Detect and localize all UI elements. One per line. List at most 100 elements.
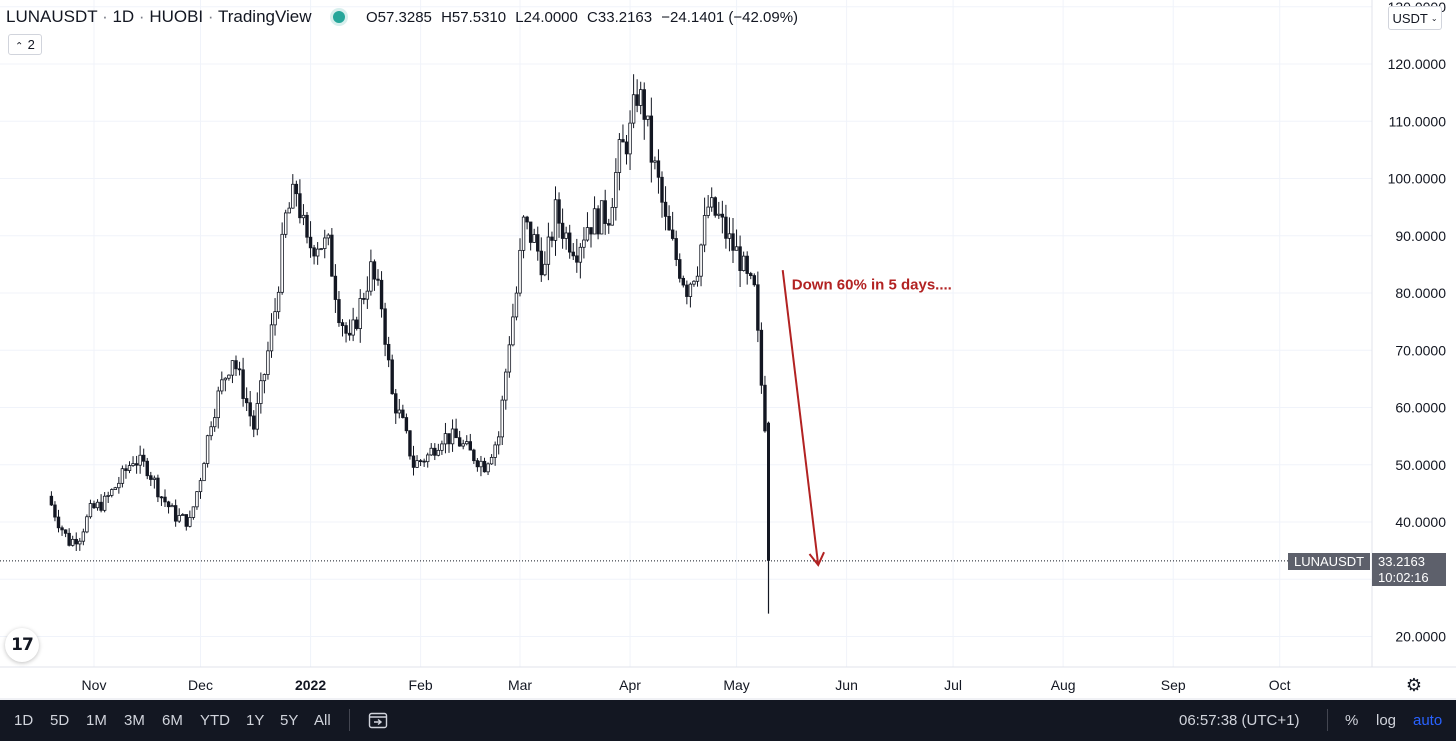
candle	[376, 269, 380, 286]
candle	[298, 179, 302, 224]
range-1d-button[interactable]: 1D	[14, 712, 34, 729]
percent-scale-toggle[interactable]: %	[1345, 712, 1359, 729]
range-1y-button[interactable]: 1Y	[246, 712, 265, 729]
candle	[468, 433, 472, 451]
candle	[106, 491, 110, 503]
price-chart[interactable]: 20.0000 40.0000 50.0000 60.0000 70.0000 80.00…	[0, 0, 1456, 700]
range-all-button[interactable]: All	[314, 712, 331, 729]
bar-countdown: 10:02:16	[1378, 570, 1429, 585]
candle	[550, 231, 554, 248]
candle	[450, 419, 455, 452]
candle	[727, 217, 732, 252]
candle	[656, 149, 661, 194]
candle	[386, 336, 391, 368]
candle	[536, 226, 540, 261]
range-3m-button[interactable]: 3M	[124, 712, 145, 729]
candle	[191, 506, 196, 520]
candle	[188, 510, 192, 528]
symbol-name: LUNAUSDT	[6, 7, 98, 26]
range-6m-button[interactable]: 6M	[162, 712, 183, 729]
time-tick-label: Aug	[1051, 677, 1076, 693]
candle	[394, 388, 398, 424]
tradingview-logo-icon[interactable]: 17	[5, 628, 39, 662]
candle	[440, 440, 444, 455]
candle	[163, 489, 167, 508]
candle	[205, 434, 210, 468]
price-tick-label: 20.0000	[1395, 629, 1446, 645]
candle	[85, 514, 89, 534]
range-ytd-button[interactable]: YTD	[200, 712, 230, 729]
candle	[720, 200, 725, 234]
candle	[351, 307, 355, 342]
chart-legend-title[interactable]: LUNAUSDT · 1D · HUOBI · TradingView	[6, 7, 312, 27]
candle	[642, 82, 646, 140]
candle	[149, 471, 153, 487]
candle	[731, 217, 735, 264]
candle	[195, 491, 199, 510]
chart-settings-gear-icon[interactable]: ⚙	[1405, 674, 1423, 695]
candle	[546, 222, 551, 281]
candle	[152, 475, 157, 489]
candle	[489, 454, 494, 465]
indicators-collapse-button[interactable]: ⌄ 2	[8, 34, 42, 55]
timezone-clock[interactable]: 06:57:38 (UTC+1)	[1179, 712, 1300, 729]
candle	[457, 430, 462, 447]
candle	[255, 392, 259, 436]
range-5y-button[interactable]: 5Y	[280, 712, 299, 729]
go-to-date-icon[interactable]	[368, 711, 388, 729]
candle	[283, 209, 288, 238]
range-5d-button[interactable]: 5D	[50, 712, 70, 729]
candle	[514, 286, 519, 321]
price-tick-label: 60.0000	[1395, 400, 1446, 416]
log-scale-toggle[interactable]: log	[1376, 712, 1397, 729]
candle	[631, 74, 636, 129]
candle	[653, 156, 657, 170]
market-status-icon[interactable]	[333, 11, 345, 23]
candle	[461, 439, 465, 450]
candle	[610, 197, 614, 226]
candle	[525, 215, 529, 230]
candle	[287, 202, 291, 214]
candle	[738, 235, 742, 288]
currency-dropdown[interactable]: USDT ⌄	[1388, 6, 1442, 30]
candle	[372, 259, 377, 291]
time-tick-label: Sep	[1161, 677, 1186, 693]
down-arrow	[781, 269, 820, 566]
candle	[614, 158, 618, 221]
candle	[639, 81, 643, 115]
range-1m-button[interactable]: 1M	[86, 712, 107, 729]
candle	[575, 238, 579, 273]
legend-sep: ·	[207, 7, 218, 26]
last-candle	[767, 421, 770, 614]
timeframe-label: 1D	[112, 7, 135, 26]
candle	[674, 230, 678, 267]
last-price-tag: 33.2163 10:02:16	[1372, 553, 1446, 586]
high-value: H57.5310	[441, 9, 507, 26]
candle	[230, 360, 235, 384]
candle	[472, 448, 476, 464]
candle	[511, 303, 515, 347]
candle	[621, 124, 625, 143]
candle	[227, 374, 231, 381]
candle	[344, 322, 348, 343]
auto-scale-toggle[interactable]: auto	[1413, 712, 1443, 729]
candle	[607, 218, 611, 234]
candle	[369, 249, 373, 296]
candle	[266, 341, 270, 380]
candle	[465, 435, 469, 446]
price-tick-label: 90.0000	[1395, 228, 1446, 244]
candle	[220, 371, 224, 395]
candle	[599, 200, 604, 235]
candle	[53, 501, 57, 522]
candle	[113, 486, 117, 491]
candle	[347, 319, 352, 341]
candle	[500, 395, 504, 446]
down-arrow-head	[808, 551, 825, 567]
candle	[596, 205, 600, 240]
candle	[337, 291, 341, 327]
candle	[688, 282, 693, 308]
time-axis: Nov Dec 2022 Feb Mar Apr May Jun Jul Aug Sep Oct	[82, 677, 1291, 693]
candle	[312, 244, 316, 265]
candle	[692, 280, 696, 287]
